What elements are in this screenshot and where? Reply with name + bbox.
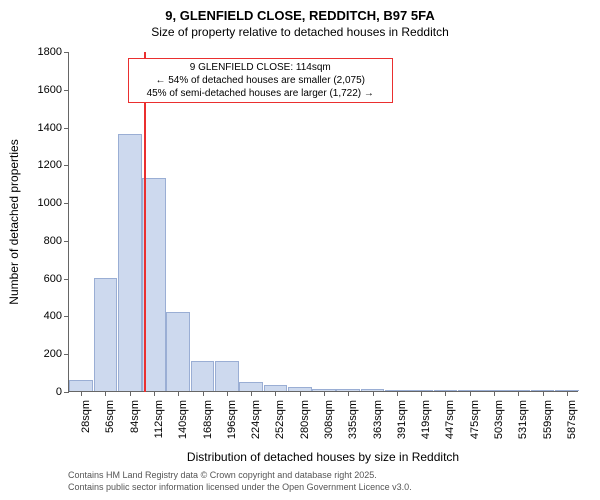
- x-tick-label: 84sqm: [129, 400, 141, 450]
- x-tick-label: 363sqm: [372, 400, 384, 450]
- histogram-bar: [166, 312, 190, 391]
- x-tick-label: 447sqm: [444, 400, 456, 450]
- x-tick-label: 503sqm: [493, 400, 505, 450]
- x-tick-label: 280sqm: [299, 400, 311, 450]
- x-tick-label: 168sqm: [202, 400, 214, 450]
- y-tick-label: 400: [30, 310, 62, 322]
- histogram-bar: [191, 361, 215, 391]
- x-tick-label: 419sqm: [420, 400, 432, 450]
- x-tick-label: 531sqm: [517, 400, 529, 450]
- x-tick-label: 587sqm: [566, 400, 578, 450]
- annotation-line: 45% of semi-detached houses are larger (…: [135, 87, 386, 100]
- y-tick-label: 1200: [30, 159, 62, 171]
- x-tick-label: 335sqm: [347, 400, 359, 450]
- x-tick-label: 140sqm: [177, 400, 189, 450]
- footer-line: Contains public sector information licen…: [68, 482, 412, 494]
- footer-text: Contains HM Land Registry data © Crown c…: [68, 470, 412, 493]
- chart-subtitle: Size of property relative to detached ho…: [0, 23, 600, 39]
- y-tick-label: 800: [30, 235, 62, 247]
- y-tick-label: 1400: [30, 122, 62, 134]
- y-tick-label: 1600: [30, 84, 62, 96]
- y-tick-label: 600: [30, 273, 62, 285]
- x-tick-label: 112sqm: [153, 400, 165, 450]
- annotation-line: ← 54% of detached houses are smaller (2,…: [135, 74, 386, 87]
- x-tick-label: 28sqm: [80, 400, 92, 450]
- plot-area: 9 GLENFIELD CLOSE: 114sqm← 54% of detach…: [68, 52, 578, 392]
- x-tick-label: 196sqm: [226, 400, 238, 450]
- x-axis-label: Distribution of detached houses by size …: [187, 450, 459, 464]
- histogram-bar: [215, 361, 239, 391]
- histogram-bar: [239, 382, 263, 391]
- x-tick-label: 475sqm: [469, 400, 481, 450]
- y-tick-label: 1000: [30, 197, 62, 209]
- x-tick-label: 308sqm: [323, 400, 335, 450]
- chart-container: 9, GLENFIELD CLOSE, REDDITCH, B97 5FA Si…: [0, 0, 600, 500]
- y-tick-label: 200: [30, 348, 62, 360]
- x-tick-label: 391sqm: [396, 400, 408, 450]
- x-tick-label: 224sqm: [250, 400, 262, 450]
- chart-title: 9, GLENFIELD CLOSE, REDDITCH, B97 5FA: [0, 0, 600, 23]
- y-tick-label: 1800: [30, 46, 62, 58]
- footer-line: Contains HM Land Registry data © Crown c…: [68, 470, 412, 482]
- y-tick-label: 0: [30, 386, 62, 398]
- histogram-bar: [94, 278, 118, 391]
- x-tick-label: 252sqm: [274, 400, 286, 450]
- y-axis-label: Number of detached properties: [7, 139, 21, 304]
- annotation-line: 9 GLENFIELD CLOSE: 114sqm: [135, 61, 386, 74]
- annotation-box: 9 GLENFIELD CLOSE: 114sqm← 54% of detach…: [128, 58, 393, 103]
- histogram-bar: [118, 134, 142, 391]
- histogram-bar: [69, 380, 93, 391]
- x-tick-label: 559sqm: [542, 400, 554, 450]
- x-tick-label: 56sqm: [104, 400, 116, 450]
